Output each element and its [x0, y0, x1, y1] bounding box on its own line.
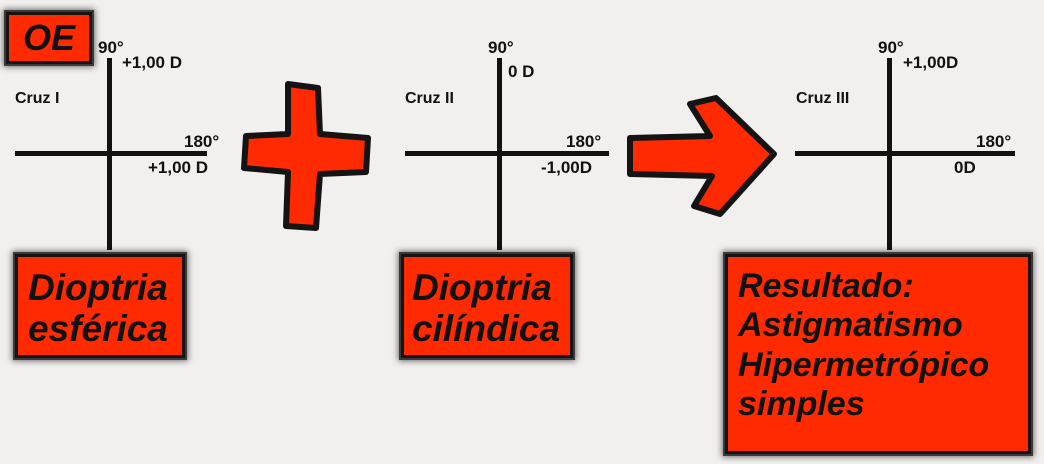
cross-3-right-value: 0D [954, 158, 976, 177]
cross-1-top-axis: 90° [98, 38, 124, 57]
cross-1-box-line-2: esférica [28, 308, 168, 350]
cross-3-box-line-4: simples [738, 385, 865, 424]
cross-3-top-axis: 90° [878, 38, 904, 57]
cross-2-box-line-1: Dioptria [412, 267, 552, 308]
cross-3-box-line-1: Resultado: [738, 267, 914, 305]
cross-3-box-line-3: Hipermetrópico [738, 345, 990, 384]
cross-2-box-text: Dioptria cilíndica [412, 267, 570, 350]
eye-label: OE [22, 16, 75, 58]
cross-1-box-line-1: Dioptria [28, 267, 168, 308]
cross-3-horizontal-axis [795, 151, 1015, 156]
cross-1-name: Cruz I [15, 90, 60, 107]
cross-1-box-text: Dioptria esférica [28, 267, 182, 350]
eye-badge: OE [6, 12, 92, 64]
arrow-right-icon [627, 95, 777, 217]
cross-2-horizontal-axis [405, 151, 609, 156]
cross-1-horizontal-axis [15, 151, 207, 156]
plus-icon [241, 81, 371, 231]
cross-3-top-value: +1,00D [903, 53, 959, 72]
cross-2-box: Dioptria cilíndica [401, 254, 573, 358]
cross-3-box: Resultado: Astigmatismo Hipermetrópico s… [725, 254, 1031, 454]
cross-1-right-axis: 180° [184, 132, 220, 151]
cross-2-right-axis: 180° [566, 132, 602, 151]
cross-2-top-value: 0 D [508, 62, 535, 81]
cross-3-right-axis: 180° [976, 132, 1012, 151]
cross-1-right-value: +1,00 D [148, 158, 209, 177]
cross-3-name: Cruz III [796, 90, 850, 107]
cross-2-box-line-2: cilíndica [412, 308, 561, 350]
cross-2-right-value: -1,00D [541, 158, 593, 177]
cross-2-name: Cruz II [405, 90, 454, 107]
cross-3-box-line-2: Astigmatismo [738, 306, 963, 345]
cross-1-top-value: +1,00 D [122, 53, 183, 72]
cross-2-top-axis: 90° [488, 38, 514, 57]
cross-1-box: Dioptria esférica [15, 254, 185, 358]
cross-3-box-text: Resultado: Astigmatismo Hipermetrópico s… [738, 267, 1028, 425]
